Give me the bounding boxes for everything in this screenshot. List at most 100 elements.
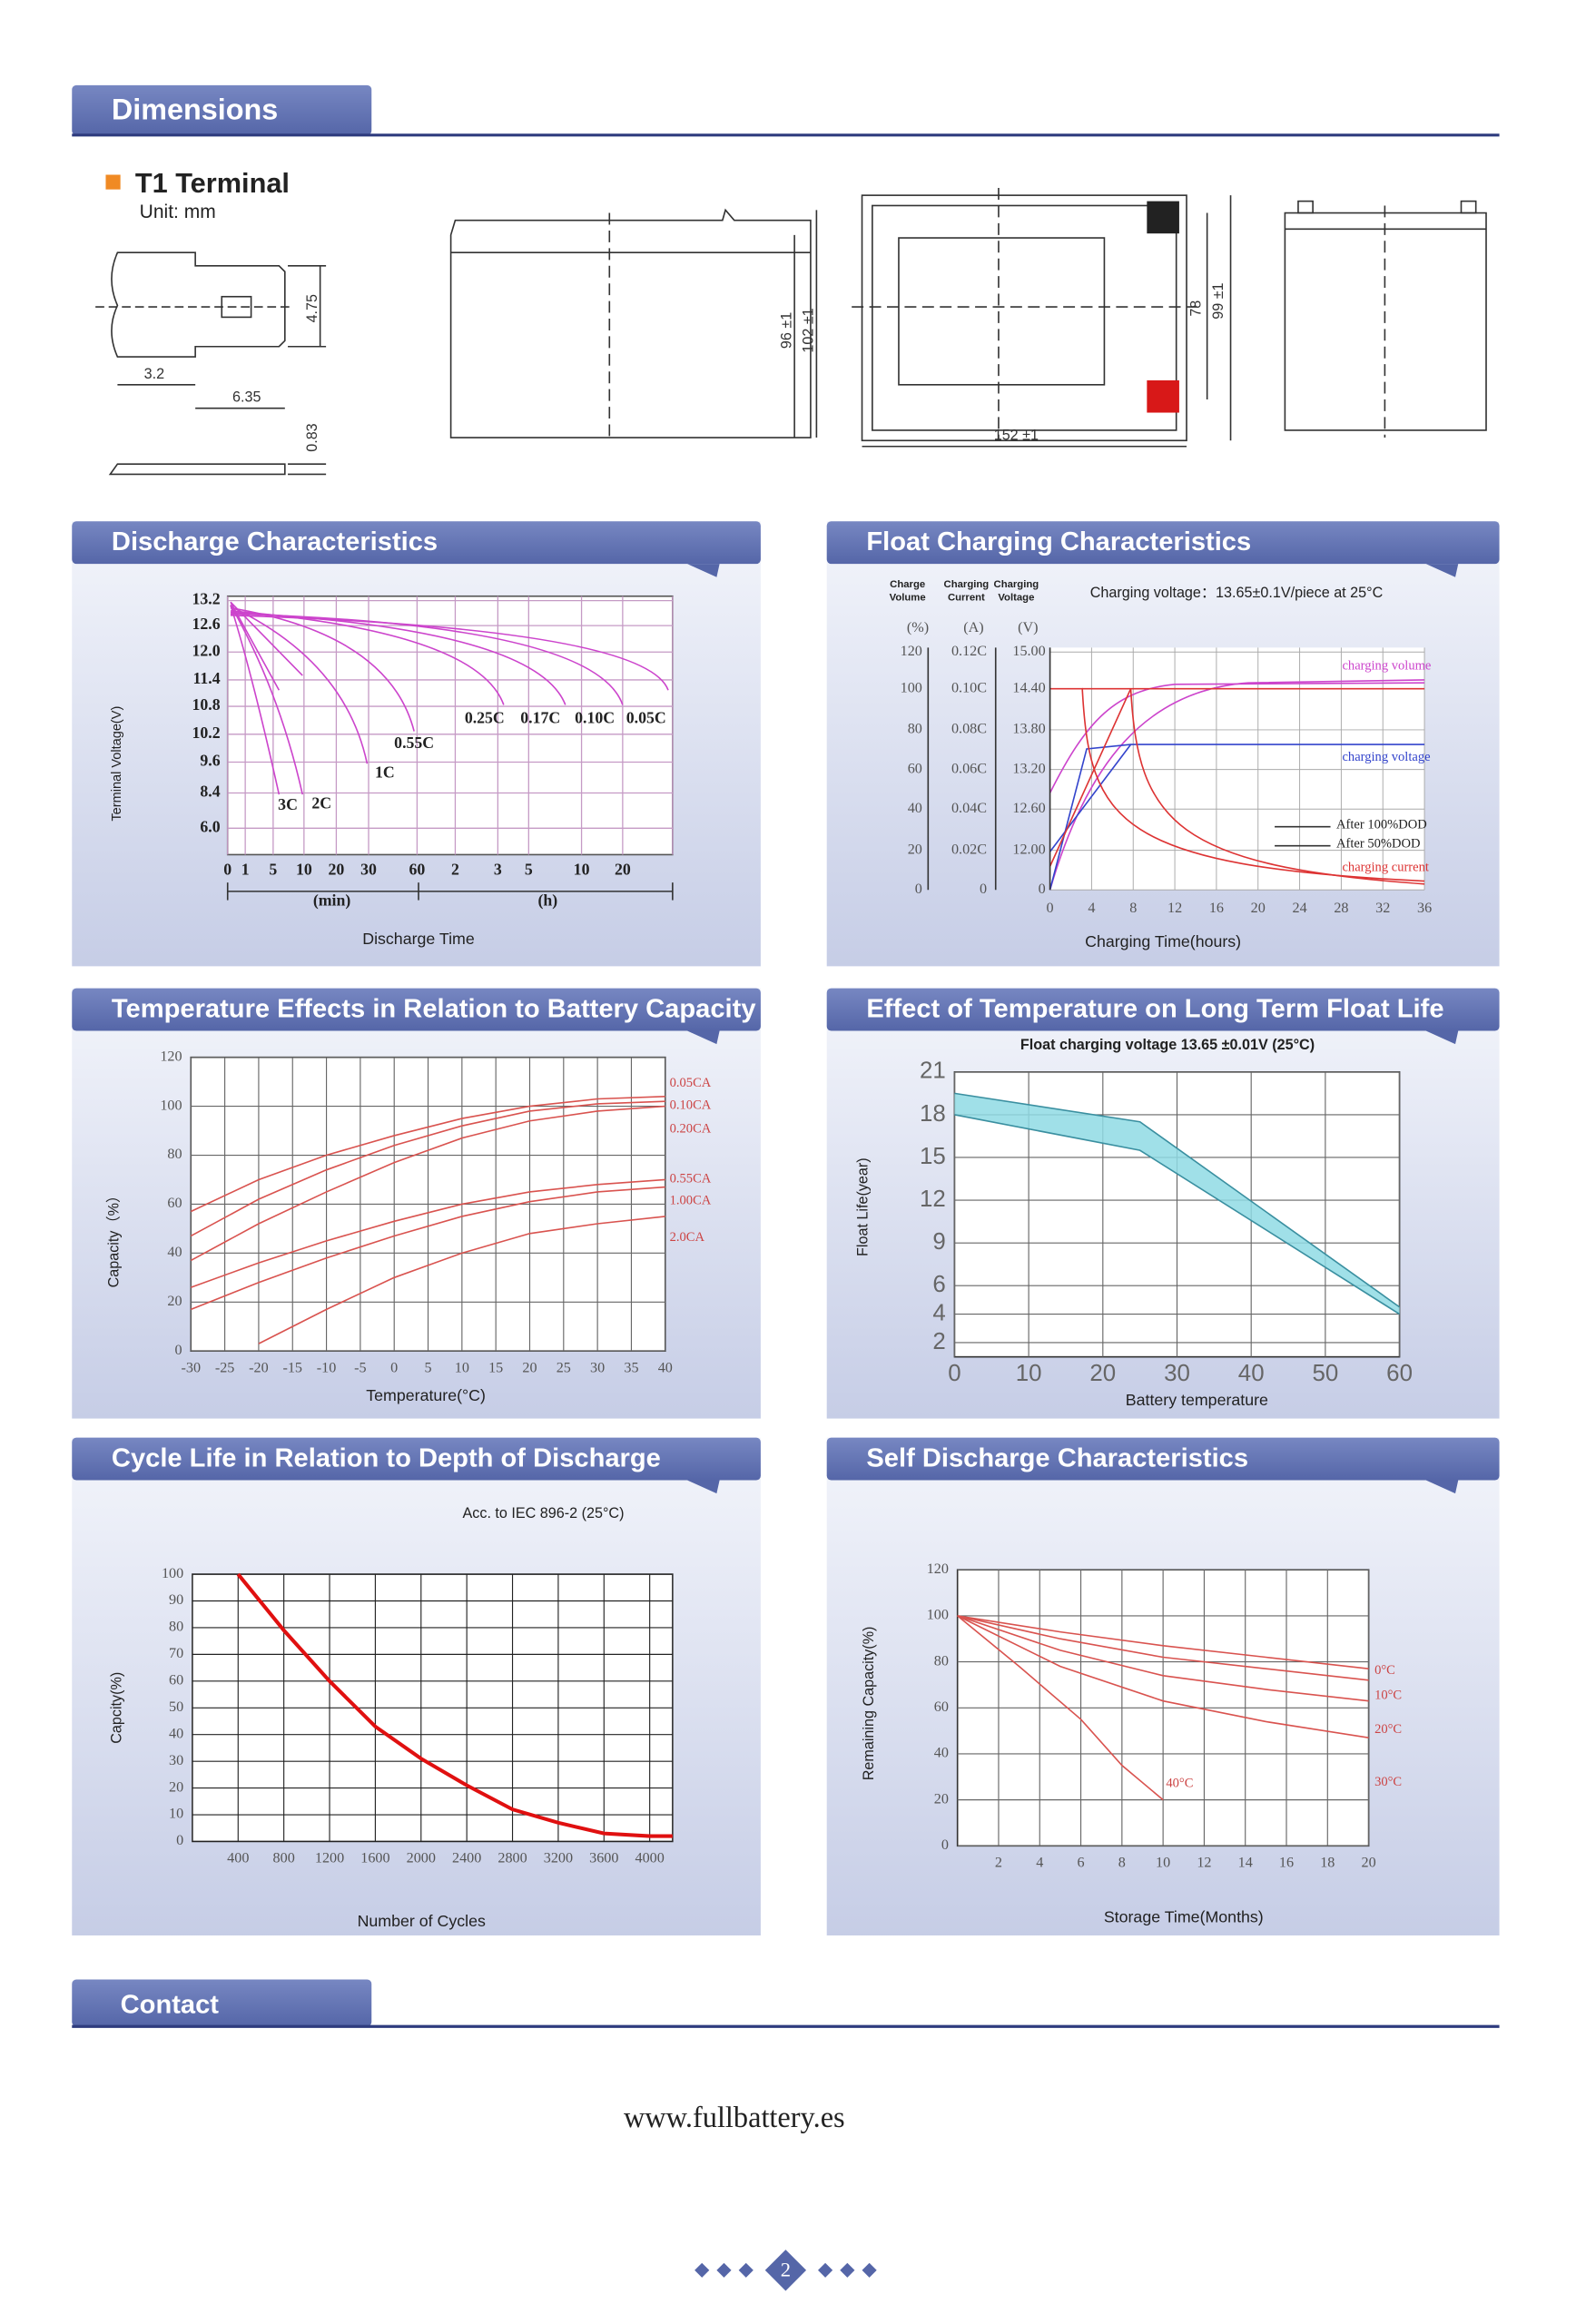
dimension: 78 <box>1188 300 1205 317</box>
x-tick-label: 2000 <box>407 1851 436 1866</box>
series-line <box>957 1615 1369 1702</box>
y-tick-label: 14.40 <box>1012 680 1045 695</box>
y-tick-label: 21 <box>920 1059 946 1084</box>
x-tick-label: 2 <box>995 1855 1002 1870</box>
dimension: 6.35 <box>232 389 261 406</box>
x-axis-label: Temperature(°C) <box>366 1386 486 1404</box>
x-tick-label: 20 <box>615 860 631 878</box>
section-title: Contact <box>121 1990 220 2019</box>
dimension: 152 ±1 <box>994 428 1039 444</box>
curve-label: 0.10C <box>575 709 615 727</box>
unit: (A) <box>963 620 983 635</box>
x-tick-label: -5 <box>354 1360 366 1375</box>
y-tick-label: 120 <box>901 644 922 659</box>
y-tick-label: 11.4 <box>192 669 220 687</box>
legend-label: charging volume <box>1342 659 1431 674</box>
section-title: Dimensions <box>112 93 278 125</box>
x-tick-label: 50 <box>1312 1361 1338 1386</box>
panel-header <box>72 988 761 1031</box>
y-tick-label: 9 <box>932 1229 945 1255</box>
y-tick-label: 100 <box>927 1608 949 1623</box>
header-tab <box>1425 1030 1459 1045</box>
unit-label: (min) <box>313 891 351 910</box>
header-tab <box>1425 564 1459 577</box>
series-label: 0°C <box>1374 1663 1395 1678</box>
x-tick-label: 20 <box>1362 1855 1376 1870</box>
series-line <box>957 1615 1369 1739</box>
panel-title: Float Charging Characteristics <box>866 527 1251 556</box>
x-tick-label: 5 <box>525 860 533 878</box>
header-tab <box>687 1480 720 1494</box>
chart: 0 20 40 60 80 100 120 2 4 6 8 10 12 14 16 18 20 0°C 10°C 20… <box>861 1561 1402 1925</box>
x-tick-label: 10 <box>296 860 312 878</box>
panel-header <box>826 988 1500 1031</box>
y-tick-label: 0 <box>175 1343 182 1358</box>
y-tick-label: 100 <box>160 1098 182 1113</box>
panel-title: Self Discharge Characteristics <box>866 1444 1248 1473</box>
curve-label: 0.17C <box>520 709 560 727</box>
x-tick-label: 30 <box>590 1360 605 1375</box>
series-line <box>957 1615 1164 1801</box>
y-tick-label: 13.2 <box>192 590 221 608</box>
y-tick-label: 12.0 <box>192 641 221 659</box>
y-tick-label: 13.80 <box>1012 722 1045 737</box>
series-line <box>957 1615 1369 1681</box>
panel-header <box>826 1437 1500 1481</box>
y-tick-label: 0 <box>941 1837 949 1853</box>
x-tick-label: 0 <box>390 1360 398 1375</box>
x-tick-label: 16 <box>1279 1855 1294 1870</box>
series-label: 40°C <box>1166 1777 1193 1791</box>
x-tick-label: 10 <box>1156 1855 1170 1870</box>
y-tick-label: 0.12C <box>951 644 987 659</box>
y-tick-label: 60 <box>934 1699 949 1715</box>
y-tick-label: 70 <box>169 1646 183 1661</box>
x-axis-label: Battery temperature <box>1126 1391 1268 1409</box>
y-tick-label: 0.10C <box>951 680 987 695</box>
curve-label: 3C <box>278 795 298 813</box>
y-tick-label: 0.08C <box>951 722 987 737</box>
x-tick-label: -10 <box>317 1360 337 1375</box>
legend-label: After 50%DOD <box>1336 836 1421 851</box>
y-tick-label: 80 <box>169 1620 183 1635</box>
series-label: 0.55CA <box>670 1171 712 1186</box>
y-tick-label: 20 <box>908 842 922 857</box>
top-view <box>852 188 1232 448</box>
x-tick-label: 20 <box>1251 901 1266 916</box>
x-tick-label: 18 <box>1320 1855 1335 1870</box>
terminal-drawing <box>95 251 327 476</box>
x-tick-label: 12 <box>1197 1855 1211 1870</box>
x-tick-label: 3600 <box>589 1851 618 1866</box>
series-label: 20°C <box>1374 1722 1402 1737</box>
y-tick-label: 0 <box>1039 881 1046 897</box>
x-tick-label: 8 <box>1129 901 1137 916</box>
y-tick-label: 12.60 <box>1012 801 1045 816</box>
x-axis-label: Discharge Time <box>362 930 475 948</box>
band <box>954 1093 1400 1315</box>
unit: Unit: mm <box>140 202 216 222</box>
series-line <box>191 1178 665 1288</box>
x-axis-label: Number of Cycles <box>358 1912 486 1930</box>
x-tick-label: 12 <box>1167 901 1182 916</box>
y-tick-label: 80 <box>908 722 922 737</box>
curve-label: 0.05C <box>626 709 666 727</box>
header-tab <box>687 1030 720 1045</box>
website: www.fullbattery.es <box>624 2101 845 2133</box>
series-line <box>258 1216 665 1344</box>
y-tick-label: 12 <box>920 1187 946 1212</box>
y-tick-label: 0.04C <box>951 801 987 816</box>
series-label: 10°C <box>1374 1689 1402 1703</box>
series-line <box>190 1105 665 1262</box>
y-tick-label: 12.00 <box>1012 842 1045 857</box>
header-tab <box>1425 1480 1459 1494</box>
column-head: Charge <box>890 579 925 590</box>
x-tick-label: 0 <box>948 1361 960 1386</box>
y-tick-label: 15.00 <box>1012 644 1045 659</box>
unit: (V) <box>1018 620 1038 635</box>
y-tick-label: 60 <box>167 1196 182 1211</box>
x-tick-label: 30 <box>360 860 377 878</box>
column-head: Voltage <box>998 592 1034 603</box>
x-tick-label: 3 <box>494 860 502 878</box>
section-header <box>72 1979 372 2027</box>
y-tick-label: 40 <box>908 801 922 816</box>
series-line <box>190 1100 665 1237</box>
